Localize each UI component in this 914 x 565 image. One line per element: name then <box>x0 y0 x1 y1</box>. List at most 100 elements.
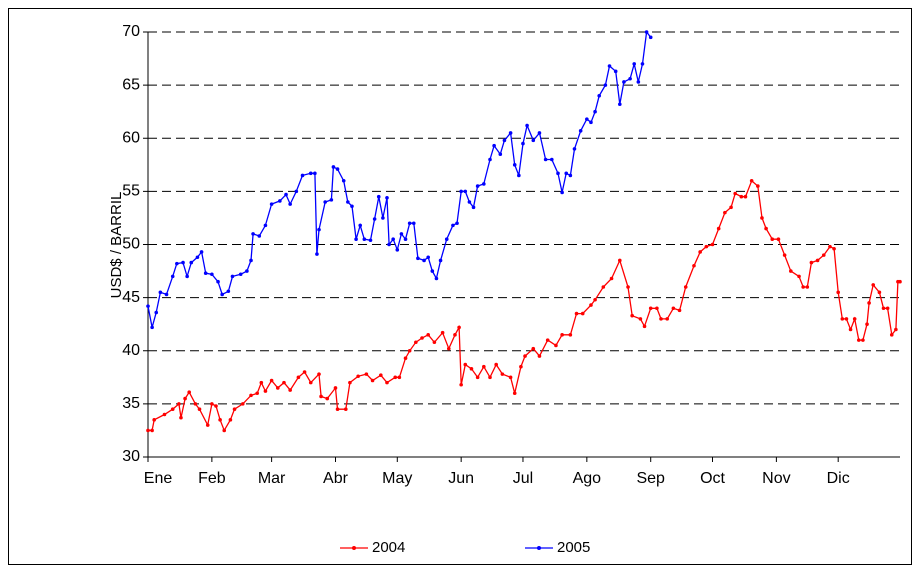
data-point <box>391 237 395 241</box>
data-point <box>403 237 408 241</box>
data-point <box>492 143 496 148</box>
data-point <box>776 237 781 241</box>
data-point <box>865 322 869 326</box>
data-point <box>457 325 461 330</box>
data-point <box>393 375 398 380</box>
y-tick-label: 65 <box>122 76 140 93</box>
data-point <box>523 354 527 358</box>
data-point <box>729 205 733 210</box>
data-point <box>488 157 492 162</box>
data-point <box>187 390 192 394</box>
data-point <box>395 248 400 252</box>
data-point <box>199 250 204 254</box>
data-point <box>760 216 764 220</box>
x-tick-label: Ene <box>144 470 173 487</box>
x-tick-label: Mar <box>258 470 286 487</box>
y-tick-label: 70 <box>122 23 140 40</box>
data-point <box>164 292 169 297</box>
x-tick-label: Jun <box>448 470 474 487</box>
data-point <box>630 313 634 318</box>
legend-label: 2004 <box>372 539 405 556</box>
data-point <box>809 260 814 265</box>
data-point <box>440 330 445 335</box>
data-point <box>372 217 377 221</box>
data-point <box>387 242 391 247</box>
chart-frame <box>8 8 912 565</box>
data-point <box>376 194 381 199</box>
data-point <box>317 227 321 232</box>
data-point <box>438 258 443 263</box>
data-point <box>343 407 348 411</box>
data-point <box>282 380 286 385</box>
data-point <box>568 173 573 178</box>
y-axis-label: USD$ / BARRIL <box>108 192 125 299</box>
data-point <box>519 364 523 369</box>
x-tick-label: Abr <box>323 470 349 487</box>
data-point <box>603 83 608 87</box>
data-point <box>677 308 682 313</box>
data-point <box>844 317 849 321</box>
data-point <box>420 336 424 340</box>
data-point <box>642 324 647 329</box>
data-point <box>346 200 350 204</box>
data-point <box>626 285 630 289</box>
data-point <box>622 80 626 84</box>
data-point <box>683 285 688 289</box>
data-point <box>203 271 208 275</box>
data-point <box>385 380 389 385</box>
data-point <box>399 232 404 236</box>
data-point <box>189 260 194 265</box>
data-point <box>692 263 696 268</box>
data-point <box>407 221 412 226</box>
data-point <box>356 374 360 379</box>
data-point <box>455 221 459 226</box>
data-point <box>867 301 871 305</box>
data-point <box>805 285 810 289</box>
data-point <box>444 237 449 241</box>
data-point <box>232 407 237 411</box>
data-point <box>525 123 529 128</box>
data-point <box>269 378 274 383</box>
data-point <box>585 117 589 121</box>
data-point <box>230 274 235 279</box>
data-point <box>368 238 373 243</box>
data-point <box>537 131 542 135</box>
data-point <box>475 184 480 188</box>
x-tick-label: Feb <box>198 470 226 487</box>
data-point <box>302 370 307 374</box>
data-point <box>432 340 437 345</box>
data-point <box>494 362 498 367</box>
data-point <box>554 343 558 348</box>
data-point <box>733 191 737 196</box>
data-point <box>885 306 890 311</box>
data-point <box>154 310 159 315</box>
data-point <box>789 269 793 273</box>
data-point <box>158 290 163 295</box>
data-point <box>482 182 486 186</box>
data-point <box>512 163 517 167</box>
data-point <box>195 255 200 260</box>
data-point <box>815 258 820 263</box>
data-point <box>756 184 760 188</box>
data-point <box>589 120 593 125</box>
data-point <box>467 200 472 204</box>
data-point <box>245 269 249 273</box>
data-point <box>146 304 150 308</box>
data-point <box>222 428 227 433</box>
data-point <box>275 386 280 390</box>
data-point <box>797 274 801 279</box>
data-point <box>856 338 861 342</box>
x-tick-label: Oct <box>700 470 725 487</box>
data-point <box>517 173 521 178</box>
data-point <box>259 380 264 385</box>
data-point <box>628 76 632 81</box>
data-point <box>447 346 451 351</box>
data-point <box>210 402 214 406</box>
data-point <box>278 199 282 203</box>
data-point <box>362 237 367 241</box>
data-point <box>638 317 643 321</box>
data-point <box>463 189 468 194</box>
x-tick-label: Dic <box>827 470 850 487</box>
data-point <box>632 62 637 66</box>
